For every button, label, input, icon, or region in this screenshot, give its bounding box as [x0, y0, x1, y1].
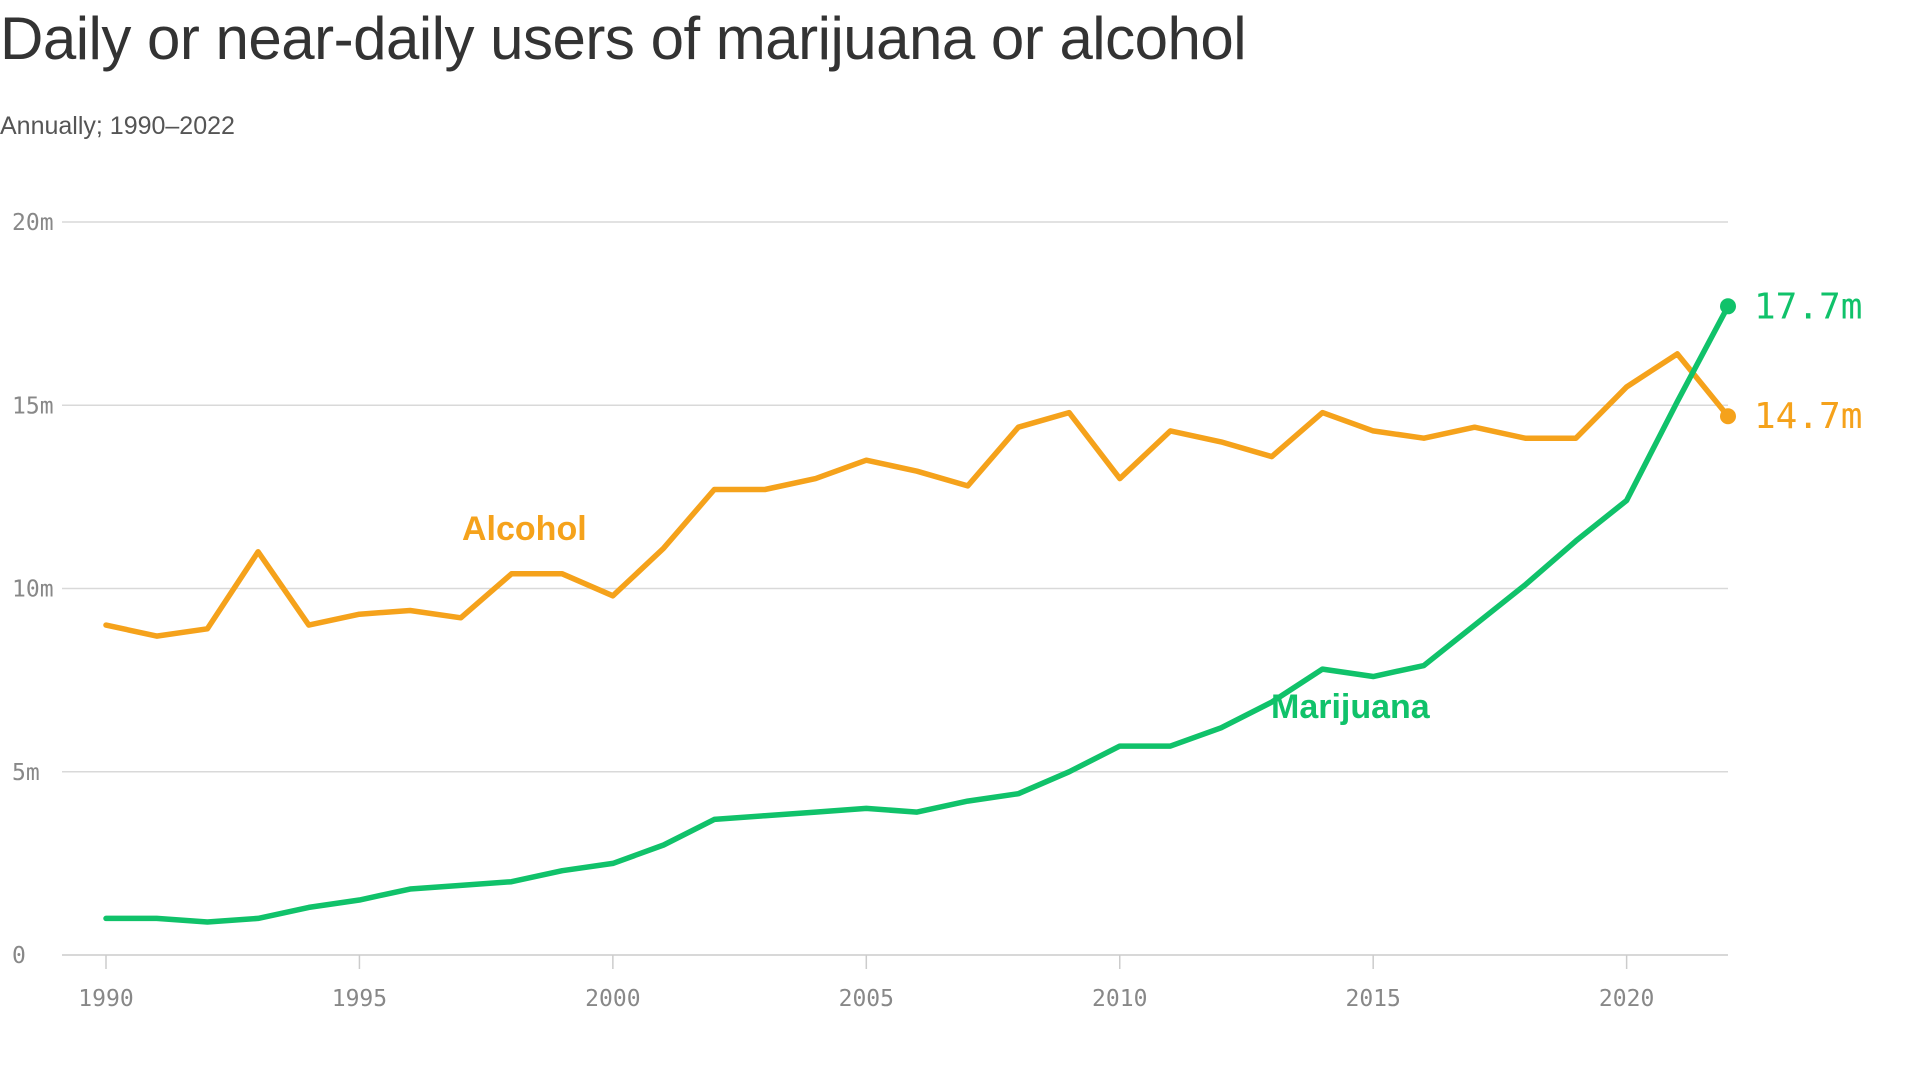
y-tick-label: 20m — [12, 210, 54, 236]
x-tick-label: 2015 — [1345, 986, 1400, 1012]
x-tick-label: 2020 — [1599, 986, 1654, 1012]
alcohol-series-label: Alcohol — [462, 510, 587, 548]
x-tick-label: 2005 — [839, 986, 894, 1012]
y-tick-label: 5m — [12, 760, 40, 786]
alcohol-end-value: 14.7m — [1754, 396, 1862, 437]
chart-subtitle: Annually; 1990–2022 — [0, 112, 235, 140]
x-tick-label: 1995 — [332, 986, 387, 1012]
x-tick-label: 2010 — [1092, 986, 1147, 1012]
x-tick-label: 2000 — [585, 986, 640, 1012]
series — [103, 298, 1736, 925]
marijuana-line — [103, 303, 1731, 925]
marijuana-end-point — [1720, 298, 1736, 315]
axes: 0 5m 10m 15m 20m 1990 1995 2000 2005 2010 2015 2020 — [12, 210, 1654, 1012]
alcohol-line — [103, 351, 1731, 639]
marijuana-series-label: Marijuana — [1271, 688, 1431, 726]
series-labels: 14.7m Alcohol 17.7m Marijuana — [462, 286, 1862, 726]
chart-title: Daily or near-daily users of marijuana o… — [0, 5, 1247, 72]
alcohol-end-point — [1720, 408, 1736, 425]
x-tick-label: 1990 — [78, 986, 133, 1012]
marijuana-end-value: 17.7m — [1754, 286, 1862, 327]
y-tick-label: 15m — [12, 393, 54, 419]
gridlines — [62, 221, 1728, 956]
y-tick-label: 10m — [12, 577, 54, 603]
y-tick-label: 0 — [12, 943, 26, 969]
